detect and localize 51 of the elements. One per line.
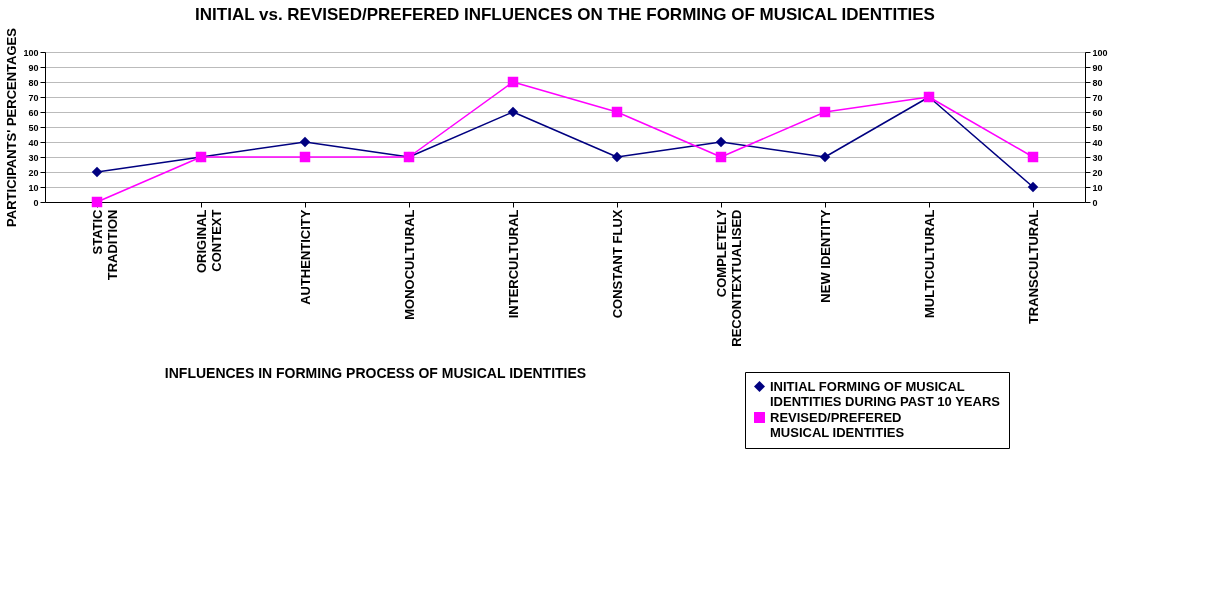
y-tick-label: 20 xyxy=(28,167,39,178)
x-tick-label: COMPLETELY RECONTEXTUALISED xyxy=(713,209,744,347)
point xyxy=(91,196,103,208)
y-tick-label: 100 xyxy=(23,47,39,58)
x-axis-title: INFLUENCES IN FORMING PROCESS OF MUSICAL IDENTITIES xyxy=(164,364,587,381)
y-tick-label: 10 xyxy=(28,182,39,193)
y2-tick-label: 60 xyxy=(1092,107,1103,118)
point xyxy=(299,151,311,163)
point xyxy=(611,151,623,163)
y2-tick-label: 80 xyxy=(1092,77,1103,88)
x-tick-label: STATIC TRADITION xyxy=(89,208,120,281)
y2-tick-label: 40 xyxy=(1092,137,1103,148)
y2-tick-label: 0 xyxy=(1092,197,1098,208)
point xyxy=(507,106,519,118)
point xyxy=(715,151,727,163)
y-tick-label: 0 xyxy=(33,197,39,208)
point xyxy=(299,136,311,148)
point xyxy=(819,106,831,118)
point xyxy=(507,76,519,88)
x-tick-label: MULTICULTURAL xyxy=(921,209,937,319)
y-tick-label: 60 xyxy=(28,107,39,118)
x-tick-label: CONSTANT FLUX xyxy=(609,209,625,319)
x-tick-label: ORIGINAL CONTEXT xyxy=(193,209,224,274)
y2-tick-label: 50 xyxy=(1092,122,1103,133)
y-tick-label: 50 xyxy=(28,122,39,133)
y-tick-label: 70 xyxy=(28,92,39,103)
point xyxy=(819,151,831,163)
x-tick-label: NEW IDENTITY xyxy=(817,209,833,303)
y2-tick-label: 90 xyxy=(1092,62,1103,73)
x-tick-label: TRANSCULTURAL xyxy=(1025,209,1041,325)
y-tick-label: 40 xyxy=(28,137,39,148)
chart-title: INITIAL vs. REVISED/PREFERED INFLUENCES ON THE FORMING OF MUSICAL IDENTITIES xyxy=(195,4,935,24)
y2-tick-label: 10 xyxy=(1092,182,1103,193)
y-tick-label: 90 xyxy=(28,62,39,73)
point xyxy=(91,166,103,178)
legend-label: REVISED/PREFERED MUSICAL IDENTITIES xyxy=(770,409,905,440)
x-tick-label: AUTHENTICITY xyxy=(297,209,313,305)
legend-label: INITIAL FORMING OF MUSICAL IDENTITIES DURING PAST 10 YEARS xyxy=(770,378,1001,409)
y2-tick-label: 30 xyxy=(1092,152,1103,163)
y2-tick-label: 20 xyxy=(1092,167,1103,178)
x-tick-label: MONOCULTURAL xyxy=(401,209,417,320)
y-axis-title: PARTICIPANTS' PERCENTAGES xyxy=(4,27,20,227)
y-tick-label: 80 xyxy=(28,77,39,88)
y2-tick-label: 100 xyxy=(1092,47,1108,58)
y-tick-label: 30 xyxy=(28,152,39,163)
point xyxy=(1027,151,1039,163)
point xyxy=(715,136,727,148)
y2-tick-label: 70 xyxy=(1092,92,1103,103)
point xyxy=(1027,181,1039,193)
x-tick-label: INTERCULTURAL xyxy=(505,209,521,319)
point xyxy=(611,106,623,118)
